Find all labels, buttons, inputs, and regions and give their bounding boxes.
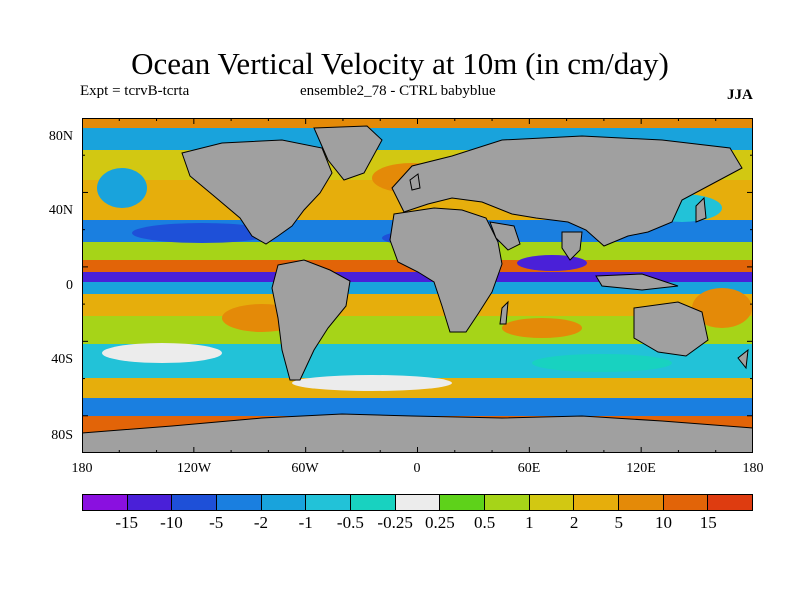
uk [409, 173, 421, 191]
colorbar-swatch [440, 495, 486, 510]
lon-tick-label: 60W [291, 461, 319, 476]
experiment-label: Expt = tcrvB-tcrta [80, 83, 190, 99]
velocity-map [82, 118, 753, 453]
europe-asia [391, 135, 743, 247]
lat-tick-label: 80N [48, 129, 73, 144]
colorbar-label: 0.25 [424, 513, 455, 532]
colorbar-label: 2 [569, 513, 579, 532]
colorbar-swatch [306, 495, 352, 510]
colorbar-label: -1 [298, 513, 313, 532]
lon-tick-label: 0 [413, 461, 421, 476]
colorbar-label: 0.5 [473, 513, 496, 532]
colorbar-label: -10 [160, 513, 183, 532]
lon-tick-label: 180 [742, 461, 764, 476]
lon-tick-label: 180 [71, 461, 93, 476]
colorbar-swatch [217, 495, 262, 510]
season-label: JJA [727, 87, 753, 103]
colorbar-label: -0.25 [377, 513, 413, 532]
lon-tick-label: 60E [517, 461, 541, 476]
colorbar-label: -2 [253, 513, 268, 532]
colorbar-label: 1 [525, 513, 534, 532]
japan [695, 196, 707, 223]
colorbar-label: -0.5 [336, 513, 364, 532]
chart-title: Ocean Vertical Velocity at 10m (in cm/da… [131, 46, 669, 81]
ensemble-label: ensemble2_78 - CTRL babyblue [300, 83, 496, 99]
colorbar-swatch [663, 495, 709, 510]
colorbar-swatch [127, 495, 173, 510]
lon-tick-label: 120W [176, 461, 212, 476]
colorbar-label: 15 [699, 513, 717, 532]
map-canvas [82, 118, 753, 453]
land-masses [82, 125, 753, 453]
lat-tick-label: 40S [51, 352, 73, 367]
colorbar-swatch [261, 495, 307, 510]
colorbar-swatch [83, 495, 128, 510]
lat-tick-label: 40N [48, 203, 73, 218]
colorbar-swatch [395, 495, 441, 510]
india [561, 231, 583, 261]
colorbar-label: -5 [209, 513, 224, 532]
lat-tick-label: 80S [51, 428, 73, 443]
south-america [271, 259, 351, 381]
colorbar-swatch [172, 495, 218, 510]
colorbar-label: 5 [614, 513, 624, 532]
colorbar-swatch [708, 495, 753, 510]
indonesia [595, 273, 679, 291]
colorbar-swatch [351, 495, 396, 510]
colorbar-swatch [485, 495, 530, 510]
lat-tick-label: 0 [66, 278, 73, 293]
arabia [489, 221, 521, 251]
colorbar [82, 494, 753, 511]
colorbar-swatch [574, 495, 620, 510]
north-america [181, 139, 333, 245]
map-ticks [82, 118, 753, 453]
colorbar-swatch [529, 495, 575, 510]
colorbar-label: -15 [115, 513, 139, 532]
colorbar-label: 10 [655, 513, 673, 532]
new-zealand [737, 348, 749, 370]
colorbar-swatch [619, 495, 664, 510]
australia [633, 301, 709, 357]
madagascar [499, 300, 509, 325]
greenland [313, 125, 383, 181]
lon-tick-label: 120E [626, 461, 656, 476]
antarctica [82, 413, 753, 453]
africa [389, 207, 503, 333]
